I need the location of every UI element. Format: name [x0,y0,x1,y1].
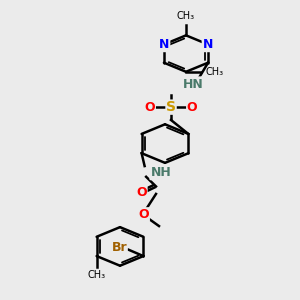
Text: CH₃: CH₃ [177,11,195,21]
Text: N: N [203,38,213,51]
Text: CH₃: CH₃ [206,67,224,77]
Text: N: N [159,38,169,51]
Text: CH₃: CH₃ [88,270,106,280]
Text: O: O [139,208,149,221]
Text: N: N [159,38,169,51]
Text: O: O [187,100,197,114]
Text: S: S [166,100,176,114]
Text: O: O [145,100,155,114]
Text: Br: Br [112,241,127,254]
Text: O: O [136,186,147,200]
Text: HN: HN [183,78,203,91]
Text: N: N [203,38,213,51]
Text: NH: NH [151,166,171,179]
